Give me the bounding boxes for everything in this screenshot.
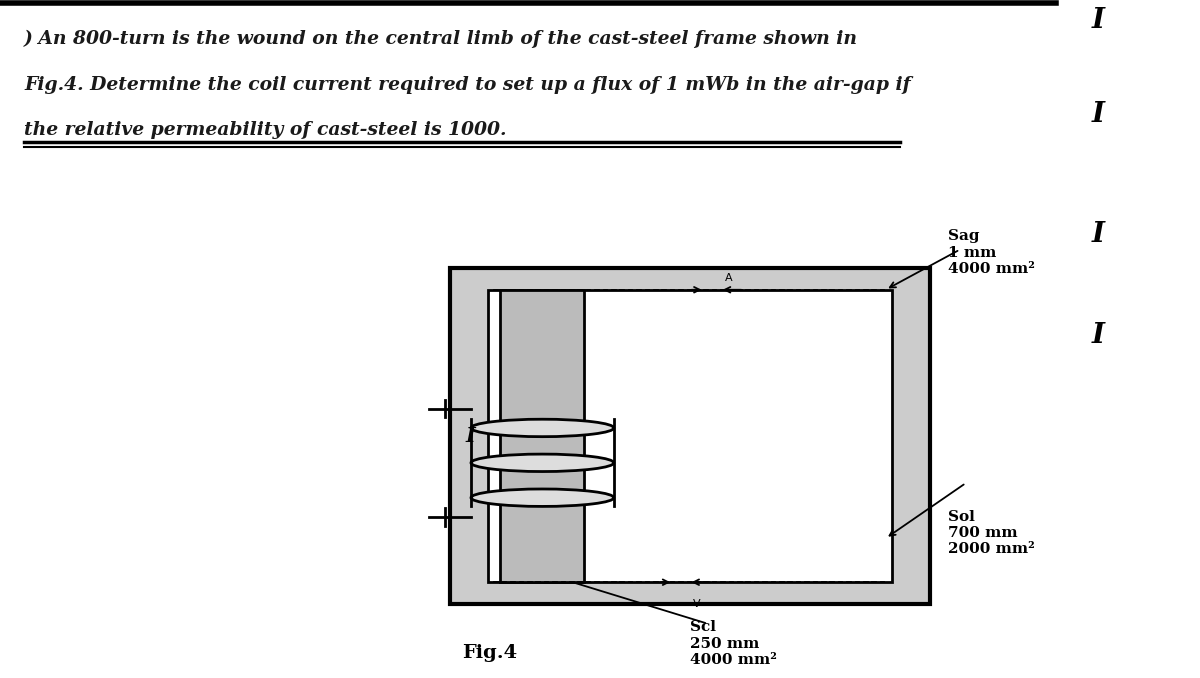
- Text: ) An 800-turn is the wound on the central limb of the cast-steel frame shown in: ) An 800-turn is the wound on the centra…: [24, 31, 858, 48]
- Text: Sol
700 mm
2000 mm²: Sol 700 mm 2000 mm²: [948, 510, 1034, 556]
- Text: V: V: [694, 599, 701, 609]
- Bar: [500, 290, 584, 582]
- Text: Sag
1 mm
4000 mm²: Sag 1 mm 4000 mm²: [948, 229, 1034, 276]
- Ellipse shape: [472, 454, 614, 471]
- Ellipse shape: [472, 419, 614, 437]
- Bar: [488, 290, 892, 582]
- Text: I: I: [466, 426, 475, 446]
- Text: I: I: [1092, 221, 1104, 248]
- Bar: [450, 268, 930, 603]
- Text: I: I: [1092, 322, 1104, 349]
- Text: Fig.4: Fig.4: [462, 644, 517, 662]
- Ellipse shape: [472, 489, 614, 506]
- Text: I: I: [1092, 100, 1104, 127]
- Text: the relative permeability of cast-steel is 1000.: the relative permeability of cast-steel …: [24, 121, 506, 140]
- Text: A: A: [725, 273, 732, 283]
- Text: Fig.4. Determine the coil current required to set up a flux of 1 mWb in the air-: Fig.4. Determine the coil current requir…: [24, 76, 911, 94]
- Text: Scl
250 mm
4000 mm²: Scl 250 mm 4000 mm²: [690, 620, 776, 667]
- Text: I: I: [1092, 7, 1104, 34]
